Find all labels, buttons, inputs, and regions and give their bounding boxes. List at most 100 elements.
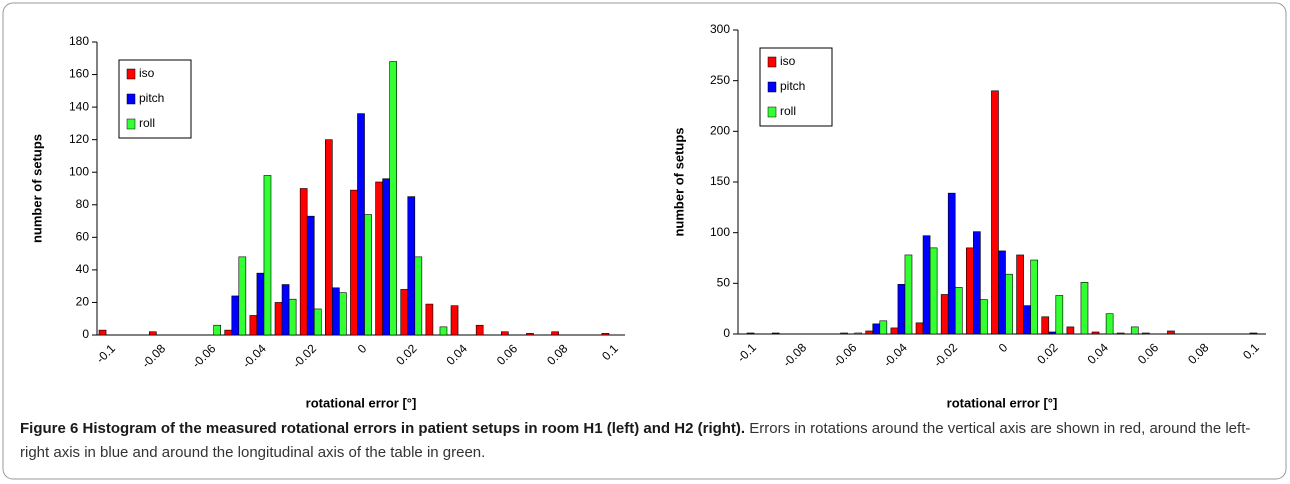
bar xyxy=(414,256,423,336)
x-tick-label: 0 xyxy=(355,341,370,356)
bar xyxy=(929,247,938,335)
bar xyxy=(601,333,610,336)
bar xyxy=(897,284,906,335)
y-tick-label: 40 xyxy=(76,262,90,276)
y-tick-label: 50 xyxy=(717,276,731,290)
bar xyxy=(1116,332,1125,335)
bar xyxy=(500,331,509,336)
bar xyxy=(450,305,459,336)
bar xyxy=(382,178,390,336)
y-axis-title: number of setups xyxy=(671,127,686,236)
x-tick-label: 0 xyxy=(996,340,1011,355)
x-axis-title: rotational error [°] xyxy=(947,395,1058,410)
bar xyxy=(339,292,347,336)
legend-swatch xyxy=(767,56,777,68)
bar xyxy=(98,329,107,336)
caption: Figure 6 Histogram of the measured rotat… xyxy=(20,417,1270,465)
bar xyxy=(1066,326,1075,335)
bar xyxy=(332,287,340,336)
x-tick-label: -0.08 xyxy=(780,340,809,369)
x-tick-label: -0.06 xyxy=(830,340,859,369)
y-tick-label: 20 xyxy=(76,295,90,309)
x-tick-label: 0.02 xyxy=(1034,340,1061,367)
y-tick-label: 180 xyxy=(69,34,89,48)
x-tick-label: -0.04 xyxy=(240,341,269,370)
y-tick-label: 100 xyxy=(710,225,730,239)
y-tick-label: 160 xyxy=(69,67,89,81)
bar xyxy=(840,332,848,335)
bar xyxy=(350,189,358,336)
x-tick-label: 0.08 xyxy=(1185,340,1212,367)
bar xyxy=(973,231,981,335)
bar xyxy=(947,192,956,335)
bar xyxy=(998,250,1006,335)
legend-swatch xyxy=(126,118,136,130)
bar xyxy=(148,331,157,336)
y-tick-label: 120 xyxy=(69,132,89,146)
bar xyxy=(249,315,258,336)
bar xyxy=(1016,254,1024,335)
bar xyxy=(238,256,247,336)
x-tick-label: -0.02 xyxy=(931,340,960,369)
bar xyxy=(224,329,233,336)
y-tick-label: 300 xyxy=(710,22,730,36)
bar xyxy=(364,214,372,336)
legend-label: roll xyxy=(139,116,155,130)
x-tick-label: 0.06 xyxy=(494,341,521,368)
legend-label: pitch xyxy=(139,91,164,105)
legend-swatch xyxy=(767,81,777,93)
y-tick-label: 200 xyxy=(710,124,730,138)
y-tick-label: 140 xyxy=(69,99,89,113)
x-tick-label: 0.04 xyxy=(1085,340,1112,367)
bar xyxy=(389,61,398,336)
x-tick-label: -0.08 xyxy=(139,341,168,370)
bar xyxy=(274,302,283,336)
y-tick-label: 100 xyxy=(69,164,89,178)
y-tick-label: 80 xyxy=(76,197,90,211)
bar xyxy=(879,320,888,335)
bar xyxy=(324,139,333,336)
caption-title: Figure 6 Histogram of the measured rotat… xyxy=(20,420,746,437)
caption-text: Errors in rotations around the vertical … xyxy=(20,420,1251,461)
bar xyxy=(854,332,863,335)
y-tick-label: 60 xyxy=(76,230,90,244)
bar xyxy=(940,294,949,335)
bar xyxy=(439,326,448,336)
bar xyxy=(954,287,963,335)
legend-swatch xyxy=(126,68,136,80)
legend-label: iso xyxy=(139,66,155,80)
x-tick-label: -0.02 xyxy=(290,341,319,370)
bar xyxy=(299,188,308,336)
bar xyxy=(263,175,272,336)
x-tick-label: 0.1 xyxy=(599,341,621,363)
bar xyxy=(357,113,365,336)
bar xyxy=(1130,326,1139,335)
bar xyxy=(425,303,434,336)
y-tick-label: 0 xyxy=(723,326,730,340)
bar xyxy=(1167,330,1175,335)
x-tick-label: -0.04 xyxy=(881,340,910,369)
bar xyxy=(746,332,755,335)
bar xyxy=(551,331,559,336)
legend-label: roll xyxy=(780,104,796,118)
legend-label: pitch xyxy=(780,79,805,93)
bar xyxy=(771,332,780,335)
y-tick-label: 0 xyxy=(82,327,89,341)
x-tick-label: 0.1 xyxy=(1240,340,1262,362)
bar xyxy=(1048,331,1057,335)
bar xyxy=(1023,305,1031,335)
y-axis-title: number of setups xyxy=(29,134,44,243)
bar xyxy=(872,323,881,335)
x-tick-label: -0.1 xyxy=(93,341,118,366)
bar xyxy=(922,235,931,335)
bar xyxy=(1055,295,1064,335)
bar xyxy=(375,181,383,336)
x-tick-label: 0.08 xyxy=(544,341,571,368)
legend-label: iso xyxy=(780,54,796,68)
y-tick-label: 250 xyxy=(710,73,730,87)
bar xyxy=(407,196,416,336)
bar xyxy=(890,327,899,335)
